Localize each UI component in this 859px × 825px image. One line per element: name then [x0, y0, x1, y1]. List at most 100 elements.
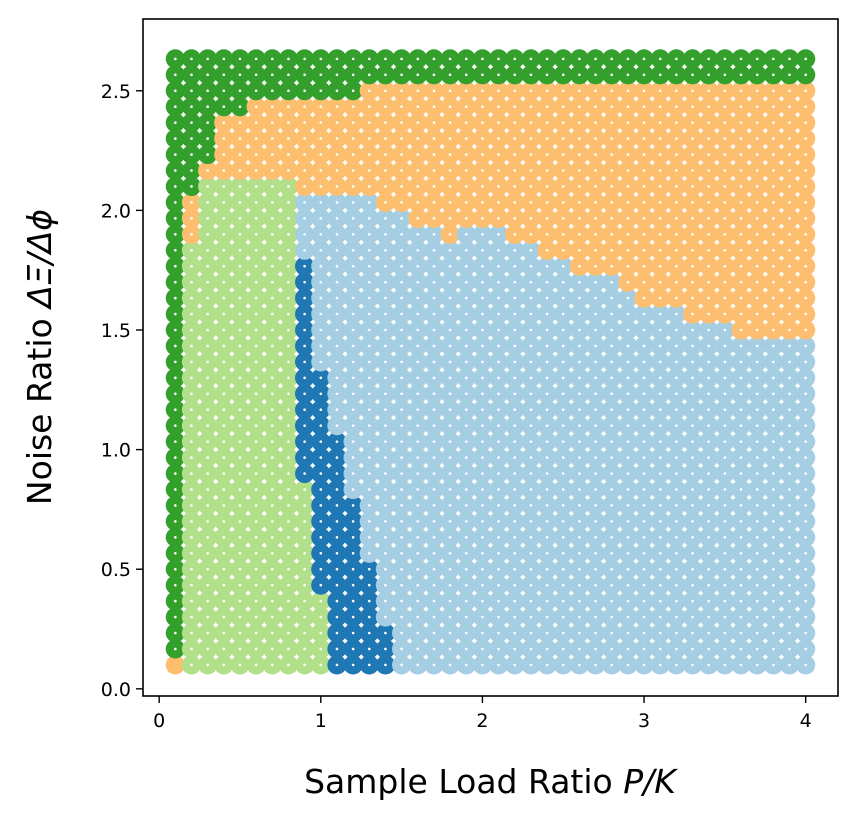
marker-inner-dot — [271, 344, 274, 348]
marker-inner-dot — [287, 169, 290, 172]
marker-inner-dot — [675, 137, 678, 140]
marker-inner-dot — [238, 312, 242, 316]
marker-inner-dot — [772, 137, 775, 140]
marker-inner-dot — [416, 472, 420, 475]
marker-inner-dot — [335, 248, 339, 252]
marker-inner-dot — [772, 583, 775, 587]
marker-inner-dot — [206, 89, 209, 93]
marker-inner-dot — [400, 424, 403, 427]
marker-inner-dot — [642, 488, 646, 491]
marker-inner-dot — [351, 233, 355, 236]
marker-inner-dot — [513, 615, 517, 619]
marker-inner-dot — [351, 89, 355, 93]
marker-inner-dot — [400, 153, 403, 156]
marker-inner-dot — [497, 296, 500, 300]
marker-inner-dot — [513, 551, 517, 555]
marker-inner-dot — [691, 424, 694, 427]
marker-inner-dot — [303, 631, 306, 635]
marker-inner-dot — [303, 647, 306, 651]
marker-inner-dot — [481, 424, 484, 427]
marker-inner-dot — [254, 185, 258, 188]
marker-inner-dot — [367, 328, 371, 332]
marker-inner-dot — [222, 248, 226, 252]
marker-inner-dot — [497, 201, 500, 204]
marker-inner-dot — [367, 185, 371, 188]
marker-inner-dot — [675, 57, 678, 61]
marker-inner-dot — [400, 185, 403, 188]
marker-inner-dot — [254, 89, 258, 93]
marker-inner-dot — [416, 169, 420, 172]
x-axis-label-text: Sample Load Ratio — [304, 762, 623, 801]
marker-inner-dot — [723, 440, 727, 443]
marker-inner-dot — [206, 169, 209, 172]
marker-inner-dot — [691, 520, 694, 523]
marker-inner-dot — [319, 488, 323, 491]
marker-inner-dot — [707, 536, 710, 539]
marker-inner-dot — [351, 631, 355, 635]
marker-inner-dot — [206, 57, 209, 61]
marker-inner-dot — [675, 663, 678, 667]
marker-inner-dot — [303, 73, 306, 77]
marker-inner-dot — [206, 392, 209, 396]
marker-inner-dot — [303, 105, 306, 109]
marker-inner-dot — [206, 280, 209, 284]
marker-inner-dot — [464, 280, 468, 284]
marker-inner-dot — [351, 169, 355, 172]
marker-inner-dot — [416, 105, 420, 109]
marker-inner-dot — [739, 280, 743, 284]
marker-inner-dot — [206, 73, 209, 77]
marker-inner-dot — [723, 73, 727, 77]
marker-inner-dot — [367, 567, 371, 571]
marker-inner-dot — [561, 536, 565, 539]
marker-inner-dot — [788, 73, 791, 77]
marker-inner-dot — [610, 599, 614, 603]
marker-inner-dot — [222, 520, 226, 523]
marker-inner-dot — [351, 105, 355, 109]
marker-inner-dot — [432, 583, 436, 587]
marker-inner-dot — [658, 57, 662, 61]
marker-inner-dot — [190, 551, 193, 555]
marker-inner-dot — [367, 201, 371, 204]
marker-inner-dot — [788, 472, 791, 475]
marker-inner-dot — [271, 280, 274, 284]
marker-inner-dot — [254, 599, 258, 603]
marker-inner-dot — [238, 456, 242, 459]
marker-inner-dot — [400, 520, 403, 523]
marker-inner-dot — [804, 647, 807, 651]
marker-inner-dot — [755, 169, 759, 172]
marker-inner-dot — [610, 89, 614, 93]
marker-inner-dot — [271, 105, 274, 109]
marker-inner-dot — [190, 105, 193, 109]
marker-inner-dot — [271, 360, 274, 364]
marker-inner-dot — [319, 248, 323, 252]
marker-inner-dot — [788, 440, 791, 443]
marker-inner-dot — [303, 169, 306, 172]
marker-inner-dot — [723, 631, 727, 635]
marker-inner-dot — [432, 105, 436, 109]
marker-inner-dot — [578, 328, 581, 332]
marker-inner-dot — [610, 121, 614, 124]
marker-inner-dot — [707, 73, 710, 77]
marker-inner-dot — [658, 360, 662, 364]
marker-inner-dot — [464, 424, 468, 427]
marker-inner-dot — [545, 57, 549, 61]
marker-inner-dot — [190, 392, 193, 396]
marker-inner-dot — [174, 217, 177, 220]
marker-inner-dot — [335, 520, 339, 523]
marker-inner-dot — [416, 376, 420, 380]
marker-inner-dot — [206, 264, 209, 268]
marker-inner-dot — [400, 296, 403, 300]
marker-inner-dot — [578, 663, 581, 667]
marker-inner-dot — [384, 615, 387, 619]
marker-inner-dot — [335, 536, 339, 539]
marker-inner-dot — [351, 296, 355, 300]
marker-inner-dot — [561, 647, 565, 651]
marker-inner-dot — [287, 248, 290, 252]
marker-inner-dot — [222, 233, 226, 236]
marker-inner-dot — [416, 312, 420, 316]
marker-inner-dot — [254, 360, 258, 364]
marker-inner-dot — [707, 233, 710, 236]
marker-inner-dot — [513, 73, 517, 77]
marker-inner-dot — [626, 344, 630, 348]
marker-inner-dot — [755, 217, 759, 220]
